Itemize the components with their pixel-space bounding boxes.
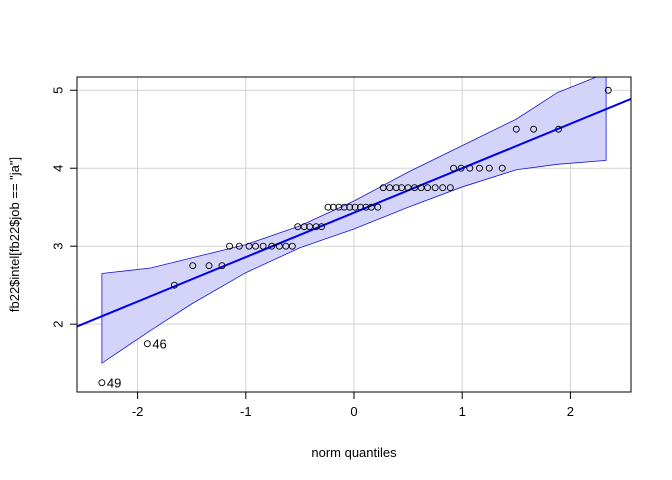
data-point-1 (143, 340, 151, 348)
data-point-34 (404, 184, 412, 192)
data-point-0 (98, 379, 106, 387)
point-label-49: 49 (107, 376, 121, 391)
data-point-50 (604, 86, 612, 94)
x-tick-label-0: -2 (132, 404, 144, 419)
data-point-18 (312, 223, 320, 231)
data-point-40 (446, 184, 454, 192)
data-point-26 (357, 203, 364, 211)
data-point-46 (498, 164, 506, 172)
data-point-42 (457, 164, 465, 172)
reference-line-group (77, 97, 631, 328)
data-point-29 (374, 203, 382, 211)
x-tick-label-1: -1 (240, 404, 252, 419)
x-axis-title: norm quantiles (311, 445, 397, 460)
data-point-30 (379, 184, 387, 192)
data-point-22 (335, 203, 343, 211)
data-point-44 (476, 164, 483, 172)
x-tick-label-3: 1 (459, 404, 466, 419)
data-point-12 (275, 242, 283, 250)
data-point-23 (340, 203, 348, 211)
x-axis: -2 -1 0 1 2 (132, 391, 574, 419)
confidence-band-area (101, 77, 607, 364)
data-point-20 (324, 203, 332, 211)
data-point-41 (450, 164, 457, 172)
data-point-13 (282, 242, 290, 250)
data-point-48 (530, 125, 538, 133)
data-point-7 (235, 242, 243, 250)
data-point-39 (439, 184, 447, 192)
point-label-46: 46 (152, 337, 166, 352)
data-point-47 (512, 125, 520, 133)
data-point-37 (424, 184, 432, 192)
y-axis-title: fb22$intel[fb22$job == "ja"] (7, 157, 22, 312)
data-point-25 (351, 203, 359, 211)
y-tick-label-0: 2 (51, 321, 66, 328)
data-point-31 (386, 184, 394, 192)
grid-lines (77, 77, 631, 392)
y-axis: 2 3 4 5 (51, 87, 78, 328)
data-point-2 (170, 281, 178, 289)
data-point-43 (466, 164, 474, 172)
data-point-36 (417, 184, 425, 192)
y-tick-label-3: 5 (51, 87, 66, 94)
data-point-5 (218, 262, 226, 270)
confidence-band (101, 77, 607, 364)
data-point-3 (189, 262, 197, 270)
data-point-35 (411, 184, 419, 192)
data-point-10 (259, 242, 267, 250)
data-point-15 (294, 223, 302, 231)
data-point-8 (245, 242, 253, 250)
data-point-45 (485, 164, 493, 172)
x-tick-label-2: 0 (350, 404, 357, 419)
data-point-6 (226, 242, 234, 250)
reference-line (77, 97, 631, 328)
y-tick-label-1: 3 (51, 243, 66, 250)
data-point-21 (329, 203, 337, 211)
data-point-4 (205, 262, 213, 270)
data-point-24 (346, 203, 354, 211)
data-point-33 (398, 184, 406, 192)
data-point-38 (431, 184, 439, 192)
data-point-17 (306, 223, 314, 231)
data-point-49 (555, 125, 562, 133)
data-point-27 (362, 203, 370, 211)
x-tick-label-4: 2 (567, 404, 574, 419)
point-labels: 49 46 (107, 337, 167, 391)
data-point-14 (288, 242, 296, 250)
data-point-11 (268, 242, 276, 250)
data-point-9 (252, 242, 259, 250)
data-point-16 (300, 223, 308, 231)
data-point-28 (367, 203, 375, 211)
data-point-19 (318, 223, 325, 231)
data-point-32 (392, 184, 400, 192)
y-tick-label-2: 4 (51, 165, 66, 172)
data-points (98, 86, 612, 387)
